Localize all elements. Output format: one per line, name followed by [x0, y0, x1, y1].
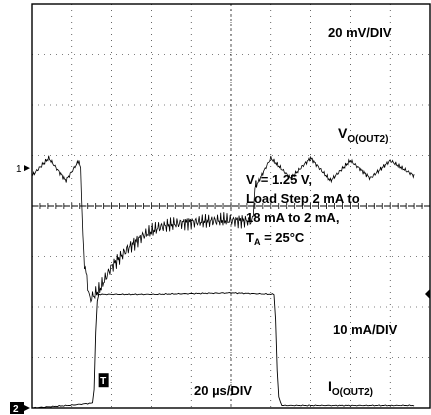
channel-2-marker-box	[10, 402, 24, 414]
condition-vi: VI = 1.25 V,	[246, 172, 312, 189]
current-label-sub: O(OUT2)	[332, 387, 373, 398]
trigger-marker-box	[98, 373, 109, 388]
time-scale-label: 20 µs/DIV	[194, 383, 252, 398]
current-trace-label: IO(OUT2)	[328, 378, 373, 398]
trigger-position-arrow	[425, 289, 430, 299]
voltage-label-main: V	[338, 125, 348, 141]
condition-load-step-2: 18 mA to 2 mA,	[246, 210, 339, 225]
voltage-trace-line	[31, 155, 415, 304]
current-label-main: I	[328, 378, 332, 394]
graticule	[32, 4, 430, 408]
channel-1-marker: 1	[16, 164, 22, 175]
channel-1-arrow	[24, 165, 30, 172]
voltage-trace-label: VO(OUT2)	[338, 125, 388, 145]
current-trace-line	[31, 292, 415, 409]
trigger-marker: T	[100, 376, 106, 387]
condition-load-step-1: Load Step 2 mA to	[246, 191, 360, 206]
voltage-label-sub: O(OUT2)	[347, 134, 388, 145]
channel-2-marker: 2	[13, 404, 19, 415]
conditions-block: VI = 1.25 V, Load Step 2 mA to 18 mA to …	[246, 172, 360, 247]
condition-ta: TA = 25°C	[246, 230, 305, 247]
traces	[31, 155, 415, 409]
channel-2-arrow	[24, 405, 30, 411]
channel-markers: 1 2 T	[10, 164, 109, 415]
voltage-scale-label: 20 mV/DIV	[328, 25, 392, 40]
current-scale-label: 10 mA/DIV	[333, 322, 398, 337]
